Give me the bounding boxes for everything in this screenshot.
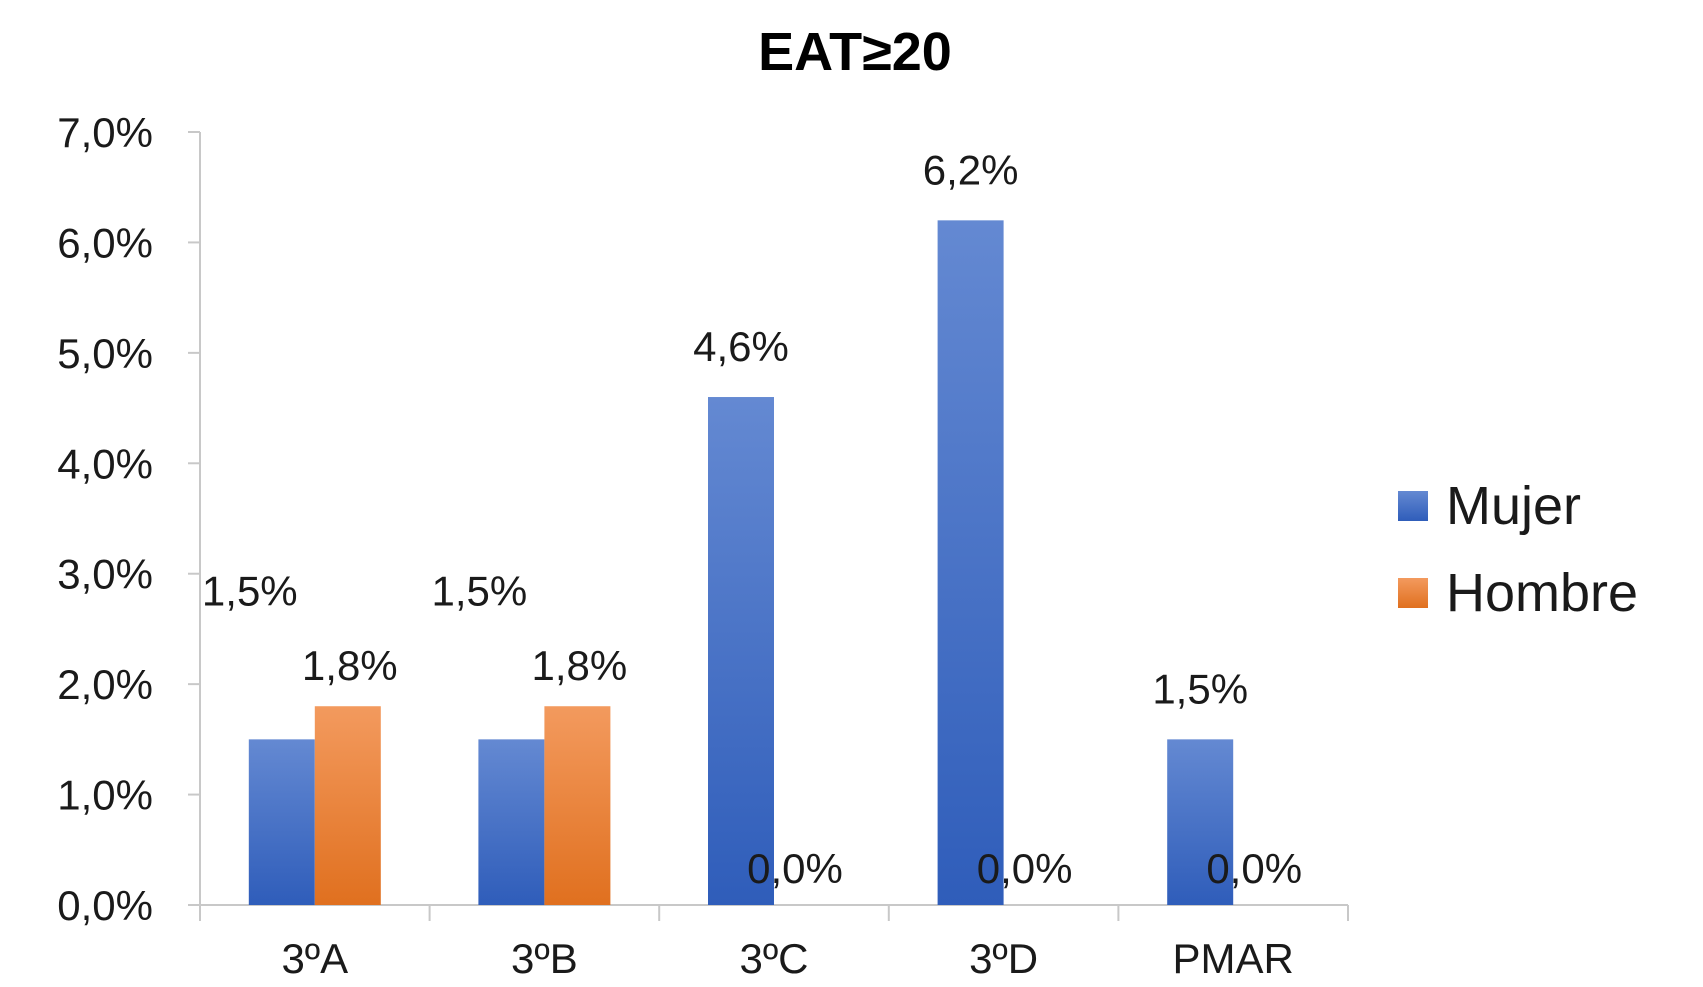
data-label-mujer: 4,6%	[693, 323, 789, 370]
bar-mujer	[1167, 739, 1234, 905]
legend-label-mujer: Mujer	[1446, 476, 1581, 536]
bar-mujer	[708, 397, 774, 905]
data-label-hombre: 0,0%	[977, 845, 1073, 892]
bar-mujer	[248, 739, 315, 905]
bar-hombre	[314, 706, 381, 905]
legend-label-hombre: Hombre	[1446, 563, 1638, 623]
legend: Mujer Hombre	[1398, 476, 1638, 623]
legend-swatch-hombre	[1398, 578, 1428, 608]
chart-title: EAT≥20	[758, 22, 952, 82]
legend-swatch-mujer	[1398, 491, 1428, 521]
y-tick-label: 0,0%	[57, 882, 153, 929]
data-label-mujer: 6,2%	[923, 146, 1019, 193]
x-tick-label: 3ºA	[281, 935, 348, 982]
x-tick-label: 3ºB	[511, 935, 578, 982]
y-tick-label: 3,0%	[57, 551, 153, 598]
bar-hombre	[544, 706, 611, 905]
data-label-hombre: 0,0%	[1206, 845, 1302, 892]
data-labels: 1,5%1,8%1,5%1,8%4,6%0,0%6,2%0,0%1,5%0,0%	[202, 146, 1302, 892]
bar-mujer	[478, 739, 545, 905]
axes: 0,0% 1,0% 2,0% 3,0% 4,0% 5,0% 6,0% 7,0% 3ºA 3ºB 3º…	[57, 109, 1349, 982]
y-tick-label: 4,0%	[57, 440, 153, 487]
data-label-mujer: 1,5%	[1152, 665, 1248, 712]
y-tick-label: 2,0%	[57, 661, 153, 708]
y-tick-label: 7,0%	[57, 109, 153, 156]
y-tick-label: 6,0%	[57, 219, 153, 266]
bars	[248, 220, 1234, 906]
data-label-hombre: 1,8%	[302, 642, 398, 689]
bar-mujer	[937, 220, 1004, 906]
x-tick-label: PMAR	[1173, 935, 1294, 982]
x-tick-label: 3ºD	[969, 935, 1038, 982]
x-tick-label: 3ºC	[739, 935, 808, 982]
data-label-mujer: 1,5%	[432, 568, 528, 615]
y-tick-label: 1,0%	[57, 772, 153, 819]
y-tick-label: 5,0%	[57, 330, 153, 377]
data-label-hombre: 0,0%	[747, 845, 843, 892]
data-label-mujer: 1,5%	[202, 568, 298, 615]
data-label-hombre: 1,8%	[532, 642, 628, 689]
